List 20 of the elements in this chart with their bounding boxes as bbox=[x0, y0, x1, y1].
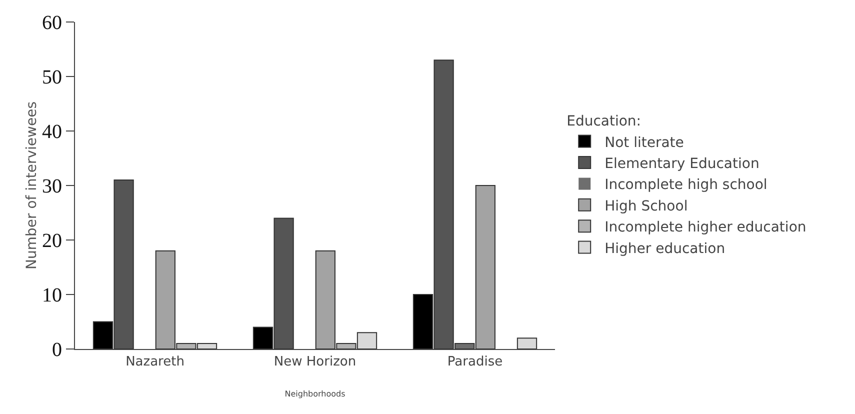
y-tick-label: 20 bbox=[42, 230, 62, 252]
x-tick-label: Paradise bbox=[447, 354, 503, 370]
x-tick-label: New Horizon bbox=[274, 354, 356, 370]
y-tick-label: 0 bbox=[52, 339, 62, 361]
legend-label: Higher education bbox=[604, 240, 726, 257]
y-tick-label: 10 bbox=[42, 284, 62, 306]
legend-label: Not literate bbox=[604, 134, 684, 151]
y-tick-label: 40 bbox=[42, 121, 62, 143]
y-tick-label: 50 bbox=[42, 66, 62, 88]
y-axis-title: Number of interviewees bbox=[24, 101, 40, 270]
legend-label: Incomplete high school bbox=[604, 177, 768, 194]
x-tick-label: Nazareth bbox=[126, 354, 184, 370]
bar bbox=[516, 338, 538, 349]
legend-label: Elementary Education bbox=[604, 156, 760, 172]
y-tick-label: 30 bbox=[42, 176, 62, 198]
legend-label: High School bbox=[604, 198, 688, 214]
legend-title: Education: bbox=[566, 114, 642, 130]
x-axis-title: Neighborhoods bbox=[284, 390, 346, 399]
y-tick-label: 60 bbox=[42, 12, 62, 34]
legend-label: Incomplete higher education bbox=[604, 220, 806, 236]
